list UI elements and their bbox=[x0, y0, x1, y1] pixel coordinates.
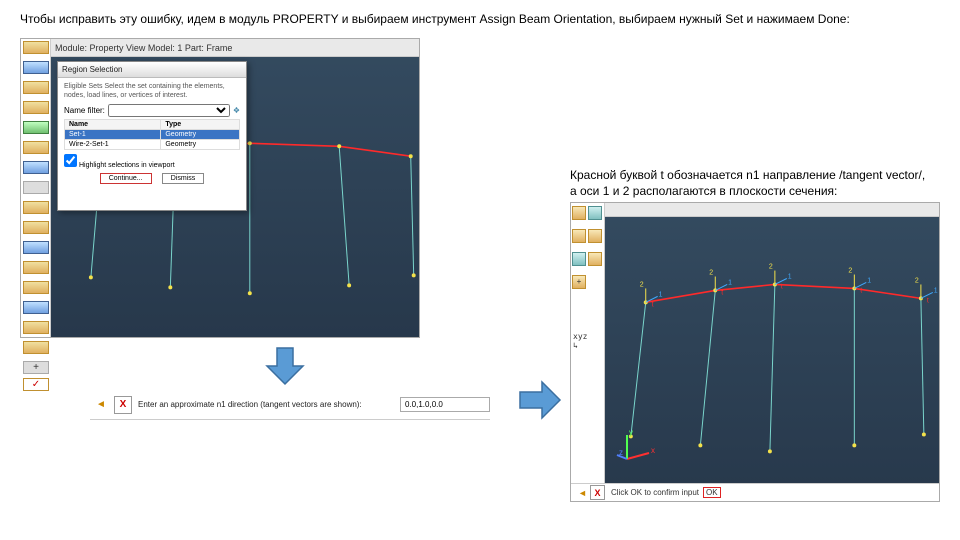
svg-text:1: 1 bbox=[728, 279, 732, 286]
highlight-label: Highlight selections in viewport bbox=[79, 162, 175, 169]
tool-icon[interactable] bbox=[23, 301, 49, 314]
tool-icon[interactable] bbox=[23, 61, 49, 74]
svg-text:x: x bbox=[651, 446, 655, 455]
tool-confirm-icon[interactable] bbox=[23, 378, 49, 391]
filter-select[interactable] bbox=[108, 104, 230, 117]
svg-text:1: 1 bbox=[659, 291, 663, 298]
tool-icon[interactable] bbox=[23, 41, 49, 54]
tool-icon[interactable] bbox=[572, 229, 586, 243]
dismiss-button[interactable]: Dismiss bbox=[162, 173, 205, 184]
svg-text:t: t bbox=[927, 297, 929, 304]
caption-line-2b: а оси 1 и 2 располагаются в плоскости се… bbox=[570, 184, 837, 198]
viewport-1-topbar: Module: Property View Model: 1 Part: Fra… bbox=[51, 39, 419, 57]
tool-icon[interactable] bbox=[23, 141, 49, 154]
arrow-right-icon bbox=[518, 380, 562, 420]
svg-text:2: 2 bbox=[848, 268, 852, 275]
svg-text:1: 1 bbox=[934, 287, 938, 294]
tool-icon[interactable] bbox=[23, 81, 49, 94]
svg-text:z: z bbox=[619, 448, 623, 457]
viewport-2-topbar bbox=[605, 203, 939, 217]
svg-text:2: 2 bbox=[769, 264, 773, 271]
col-type: Type bbox=[161, 120, 240, 130]
cancel-icon[interactable]: X bbox=[590, 485, 605, 500]
set-table: Name Type Set-1GeometryWire-2-Set-1Geome… bbox=[64, 119, 240, 150]
ok-button[interactable]: OK bbox=[703, 487, 721, 498]
tool-icon[interactable] bbox=[23, 321, 49, 334]
viewport-1: Module: Property View Model: 1 Part: Fra… bbox=[20, 38, 420, 338]
svg-text:y: y bbox=[629, 428, 633, 437]
tool-icon[interactable] bbox=[588, 206, 602, 220]
tool-icon[interactable] bbox=[588, 252, 602, 266]
tool-icon[interactable] bbox=[23, 121, 49, 134]
tool-icon[interactable] bbox=[23, 261, 49, 274]
tool-icon[interactable] bbox=[23, 281, 49, 294]
tool-icon[interactable] bbox=[23, 221, 49, 234]
prompt-bar: ◄ X Enter an approximate n1 direction (t… bbox=[90, 390, 490, 420]
back-icon[interactable]: ◄ bbox=[575, 485, 590, 500]
caption-line-2a: Красной буквой t обозначается n1 направл… bbox=[570, 168, 925, 182]
prompt-text: Enter an approximate n1 direction (tange… bbox=[138, 400, 396, 409]
tool-icon[interactable] bbox=[23, 241, 49, 254]
cancel-icon[interactable]: X bbox=[114, 396, 132, 414]
highlight-checkbox[interactable] bbox=[64, 154, 77, 167]
status-text: Click OK to confirm input bbox=[611, 488, 699, 497]
mini-axes-icon: xyz↳ bbox=[571, 332, 604, 350]
back-icon[interactable]: ◄ bbox=[92, 396, 110, 414]
svg-text:2: 2 bbox=[915, 277, 919, 284]
tool-icon[interactable] bbox=[23, 201, 49, 214]
dialog-hint: Eligible Sets Select the set containing … bbox=[64, 82, 240, 100]
tool-icon[interactable] bbox=[23, 101, 49, 114]
table-row[interactable]: Wire-2-Set-1Geometry bbox=[65, 140, 240, 150]
col-name: Name bbox=[65, 120, 161, 130]
viewport-2: xyz↳ 21t21t21t21t21t xyz ◄ X Click OK to… bbox=[570, 202, 940, 502]
svg-text:2: 2 bbox=[640, 281, 644, 288]
viewport-2-statusbar: ◄ X Click OK to confirm input OK bbox=[571, 483, 939, 501]
caption-line-1: Чтобы исправить эту ошибку, идем в модул… bbox=[20, 12, 850, 26]
region-selection-dialog: Region Selection Eligible Sets Select th… bbox=[57, 61, 247, 211]
tool-icon[interactable] bbox=[572, 206, 586, 220]
viewport-2-toolbar: xyz↳ bbox=[571, 203, 605, 501]
view-triad: x y z bbox=[615, 419, 665, 469]
svg-text:t: t bbox=[781, 283, 783, 290]
svg-text:t: t bbox=[721, 289, 723, 296]
tool-icon[interactable] bbox=[23, 161, 49, 174]
highlight-check[interactable]: Highlight selections in viewport bbox=[64, 154, 240, 169]
tool-icon[interactable] bbox=[23, 341, 49, 354]
svg-text:t: t bbox=[652, 301, 654, 308]
svg-text:2: 2 bbox=[709, 270, 713, 277]
dialog-title: Region Selection bbox=[58, 62, 246, 78]
svg-text:1: 1 bbox=[788, 273, 792, 280]
svg-text:t: t bbox=[860, 287, 862, 294]
n1-input[interactable] bbox=[400, 397, 490, 412]
tool-icon[interactable] bbox=[23, 181, 49, 194]
filter-label: Name filter: bbox=[64, 106, 105, 115]
viewport-1-toolbar bbox=[21, 39, 51, 337]
continue-button[interactable]: Continue... bbox=[100, 173, 152, 184]
tool-icon[interactable] bbox=[588, 229, 602, 243]
filter-tip-icon: ❖ bbox=[233, 106, 240, 115]
arrow-down-icon bbox=[265, 346, 305, 386]
svg-text:1: 1 bbox=[867, 277, 871, 284]
tool-add-icon[interactable] bbox=[23, 361, 49, 374]
tool-icon[interactable] bbox=[572, 252, 586, 266]
tool-add-icon[interactable] bbox=[572, 275, 586, 289]
table-row[interactable]: Set-1Geometry bbox=[65, 130, 240, 140]
